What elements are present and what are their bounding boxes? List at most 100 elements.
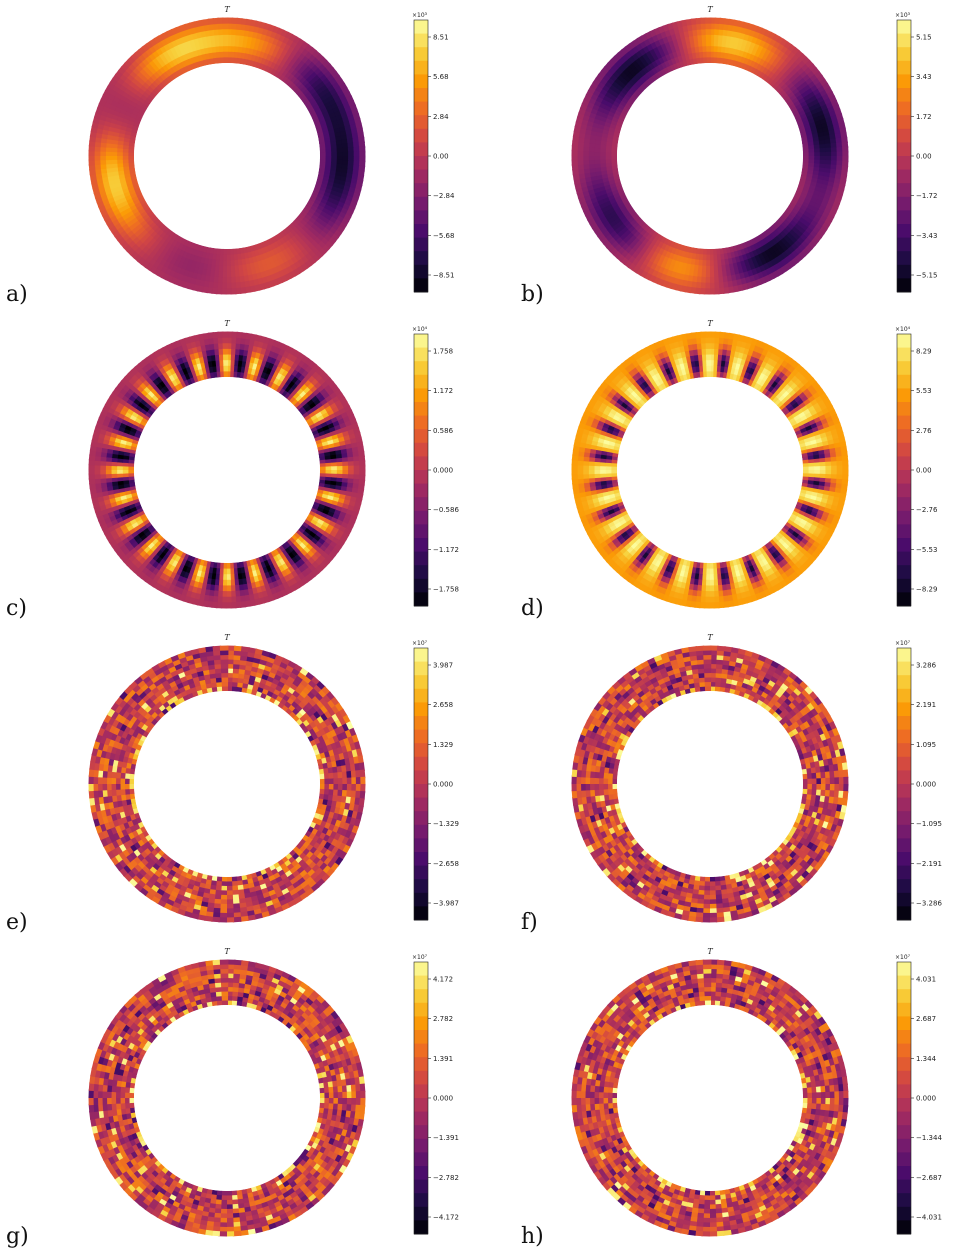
annulus-plot: T ×10⁷ 4.172 2.782 1.391 0.000 −1.391 −2.782 −4.… — [88, 947, 459, 1237]
annulus-inner-hole — [134, 377, 320, 563]
field-title: T — [707, 5, 713, 14]
colorbar — [413, 333, 429, 607]
colorbar-tick-label: −8.51 — [433, 272, 454, 280]
panel-b: T ×10³ 5.15 3.43 1.72 0.00 −1.72 −3.43 −5.15 b) — [483, 0, 963, 314]
annulus-plot: T ×10⁷ 3.987 2.658 1.329 0.000 −1.329 −2.658 −3.… — [88, 633, 459, 923]
field-title: T — [707, 947, 713, 956]
annulus-plot: T ×10³ 5.15 3.43 1.72 0.00 −1.72 −3.43 −5.15 — [571, 5, 937, 295]
field-title: T — [707, 633, 713, 642]
colorbar-tick-label: 2.658 — [433, 701, 453, 709]
colorbar-tick-label: −1.095 — [916, 820, 942, 828]
colorbar-tick-label: 3.43 — [916, 73, 932, 81]
colorbar-tick-label: 1.72 — [916, 113, 932, 121]
colorbar-tick-label: −1.329 — [433, 820, 459, 828]
colorbar-tick-label: 1.172 — [433, 387, 453, 395]
colorbar-tick-label: 4.031 — [916, 976, 936, 984]
field-title: T — [224, 947, 230, 956]
panel-label: a) — [6, 282, 28, 307]
colorbar-tick-label: 3.286 — [916, 662, 937, 670]
colorbar-tick-label: 0.586 — [433, 427, 454, 435]
colorbar — [896, 333, 912, 607]
colorbar-multiplier: ×10³ — [412, 12, 428, 19]
colorbar-tick-label: 2.84 — [433, 113, 449, 121]
colorbar-tick-label: −3.43 — [916, 232, 937, 240]
colorbar-tick-label: −0.586 — [433, 506, 459, 514]
colorbar-multiplier: ×10⁷ — [412, 954, 428, 961]
colorbar-tick-label: −1.72 — [916, 192, 937, 200]
annulus-inner-hole — [134, 63, 320, 249]
temperature-field — [88, 331, 366, 609]
colorbar-tick-label: 0.000 — [433, 467, 453, 475]
colorbar-tick-label: 1.391 — [433, 1055, 453, 1063]
annulus-inner-hole — [617, 691, 803, 877]
colorbar-tick-label: 8.29 — [916, 348, 932, 356]
colorbar-tick-label: 1.344 — [916, 1055, 937, 1063]
colorbar-tick-label: 0.000 — [916, 1095, 936, 1103]
panel-d: T ×10⁴ 8.29 5.53 2.76 0.00 −2.76 −5.53 −8.29 d) — [483, 314, 963, 628]
colorbar-tick-label: −4.172 — [433, 1214, 459, 1222]
annulus-inner-hole — [617, 63, 803, 249]
panel-g: T ×10⁷ 4.172 2.782 1.391 0.000 −1.391 −2.782 −4.… — [0, 942, 480, 1256]
colorbar-tick-label: −1.391 — [433, 1134, 459, 1142]
colorbar-tick-label: 1.758 — [433, 348, 453, 356]
colorbar-tick-label: 2.76 — [916, 427, 932, 435]
colorbar-tick-label: −4.031 — [916, 1214, 942, 1222]
panel-label: d) — [521, 596, 544, 621]
colorbar-tick-label: 1.329 — [433, 741, 453, 749]
colorbar-tick-label: −5.53 — [916, 546, 937, 554]
panel-label: g) — [6, 1224, 29, 1249]
colorbar-multiplier: ×10⁴ — [895, 326, 911, 333]
panel-c: T ×10⁴ 1.758 1.172 0.586 0.000 −0.586 −1.172 −1.… — [0, 314, 480, 628]
colorbar — [896, 961, 912, 1235]
panel-h: T ×10⁷ 4.031 2.687 1.344 0.000 −1.344 −2.687 −4.… — [483, 942, 963, 1256]
field-title: T — [224, 633, 230, 642]
colorbar-tick-label: −1.172 — [433, 546, 459, 554]
annulus-plot: T ×10⁴ 1.758 1.172 0.586 0.000 −0.586 −1.172 −1.… — [88, 319, 459, 609]
colorbar-tick-label: 0.00 — [916, 467, 932, 475]
colorbar-tick-label: 0.000 — [433, 781, 453, 789]
colorbar-tick-label: −2.76 — [916, 506, 938, 514]
temperature-field — [88, 645, 366, 923]
colorbar-tick-label: 2.687 — [916, 1015, 936, 1023]
field-title: T — [707, 319, 713, 328]
colorbar-tick-label: 8.51 — [433, 34, 449, 42]
colorbar-tick-label: 3.987 — [433, 662, 453, 670]
colorbar-multiplier: ×10³ — [895, 12, 911, 19]
colorbar-tick-label: 4.172 — [433, 976, 453, 984]
panel-f: T ×10⁷ 3.286 2.191 1.095 0.000 −1.095 −2.191 −3.… — [483, 628, 963, 942]
temperature-field — [571, 17, 849, 295]
panel-label: b) — [521, 282, 544, 307]
panel-e: T ×10⁷ 3.987 2.658 1.329 0.000 −1.329 −2.658 −3.… — [0, 628, 480, 942]
annulus-plot: T ×10⁷ 3.286 2.191 1.095 0.000 −1.095 −2.191 −3.… — [571, 633, 942, 923]
panel-label: e) — [6, 910, 28, 935]
annulus-plot: T ×10⁷ 4.031 2.687 1.344 0.000 −1.344 −2.687 −4.… — [571, 947, 942, 1237]
annulus-inner-hole — [134, 1005, 320, 1191]
colorbar-tick-label: −3.286 — [916, 900, 942, 908]
temperature-field — [571, 331, 849, 609]
annulus-inner-hole — [617, 1005, 803, 1191]
colorbar-tick-label: −1.344 — [916, 1134, 942, 1142]
colorbar-multiplier: ×10⁷ — [412, 640, 428, 647]
panel-label: f) — [521, 910, 538, 935]
temperature-field — [571, 959, 849, 1237]
colorbar-tick-label: −3.987 — [433, 900, 459, 908]
panel-label: h) — [521, 1224, 544, 1249]
annulus-inner-hole — [617, 377, 803, 563]
colorbar-tick-label: 0.00 — [433, 153, 449, 161]
colorbar — [413, 647, 429, 921]
temperature-field — [88, 959, 366, 1237]
colorbar-tick-label: 0.000 — [433, 1095, 453, 1103]
annulus-plot: T ×10⁴ 8.29 5.53 2.76 0.00 −2.76 −5.53 −8.29 — [571, 319, 938, 609]
annulus-inner-hole — [134, 691, 320, 877]
annulus-plot: T ×10³ 8.51 5.68 2.84 0.00 −2.84 −5.68 −8.51 — [88, 5, 455, 295]
colorbar-tick-label: −8.29 — [916, 586, 937, 594]
temperature-field — [88, 17, 366, 295]
colorbar-multiplier: ×10⁷ — [895, 640, 911, 647]
temperature-field — [571, 645, 849, 923]
colorbar-tick-label: 2.191 — [916, 701, 936, 709]
colorbar-tick-label: −2.782 — [433, 1174, 459, 1182]
colorbar — [896, 647, 912, 921]
colorbar-tick-label: −2.687 — [916, 1174, 942, 1182]
field-title: T — [224, 5, 230, 14]
colorbar-tick-label: 2.782 — [433, 1015, 453, 1023]
